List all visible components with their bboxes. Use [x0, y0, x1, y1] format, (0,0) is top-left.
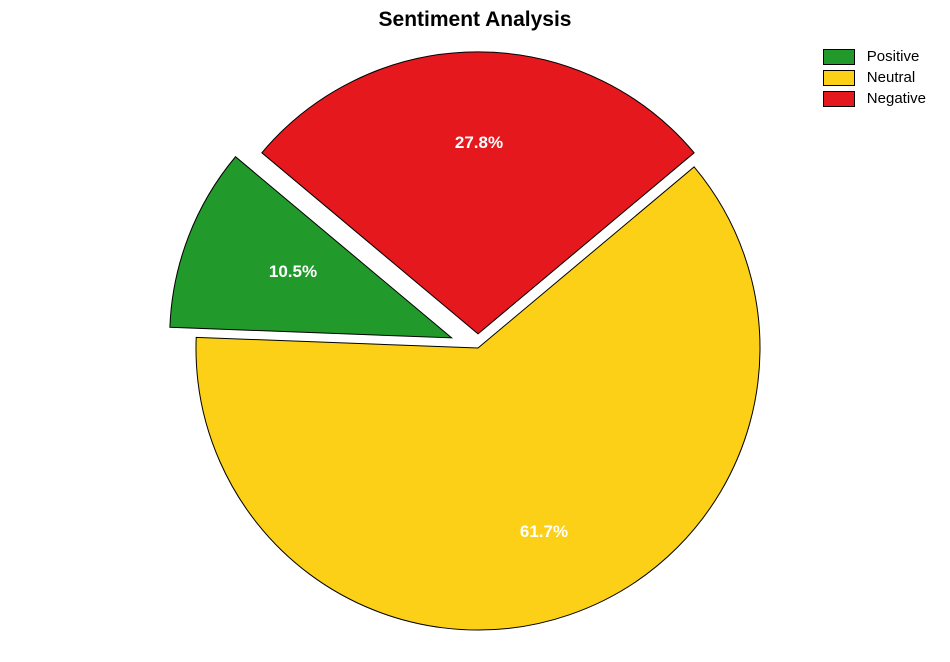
legend-item-negative: Negative: [823, 90, 926, 107]
pie-label-negative: 27.8%: [455, 133, 503, 153]
pie-label-positive: 10.5%: [269, 262, 317, 282]
legend-item-positive: Positive: [823, 48, 926, 65]
pie-label-neutral: 61.7%: [520, 522, 568, 542]
pie-svg: [0, 0, 950, 662]
legend-swatch-negative: [823, 91, 855, 107]
legend-swatch-positive: [823, 49, 855, 65]
sentiment-chart: Sentiment Analysis 27.8%10.5%61.7% Posit…: [0, 0, 950, 662]
legend-swatch-neutral: [823, 70, 855, 86]
legend-item-neutral: Neutral: [823, 69, 926, 86]
legend-label-positive: Positive: [867, 48, 920, 65]
legend: Positive Neutral Negative: [823, 48, 926, 107]
legend-label-neutral: Neutral: [867, 69, 915, 86]
legend-label-negative: Negative: [867, 90, 926, 107]
